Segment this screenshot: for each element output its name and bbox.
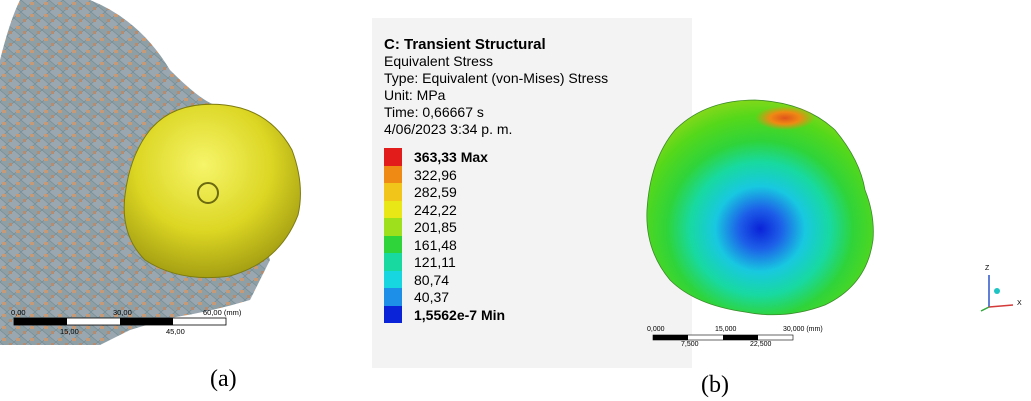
scale-label: 30,00 [113, 308, 132, 317]
analysis-title: C: Transient Structural [384, 36, 546, 53]
axis-x-label: X [1017, 300, 1022, 307]
legend-swatch [384, 235, 402, 253]
bone-implant-render [0, 0, 301, 345]
legend-row: 201,85 [384, 218, 584, 236]
info-line: Equivalent Stress [384, 53, 493, 69]
legend-label: 322,96 [414, 166, 457, 183]
legend-label: 161,48 [414, 236, 457, 253]
results-info-box: C: Transient Structural Equivalent Stres… [372, 18, 692, 368]
axis-triad-icon: Z X [975, 265, 1025, 315]
scale-label: 30,000 (mm) [783, 326, 823, 333]
info-line: Type: Equivalent (von-Mises) Stress [384, 70, 609, 86]
scale-label: 0,00 [11, 308, 26, 317]
legend-row: 1,5562e-7 Min [384, 305, 584, 323]
info-line: Unit: MPa [384, 87, 446, 103]
legend-label: 363,33 Max [414, 149, 488, 165]
legend-swatch [384, 253, 402, 271]
stress-contour-render [646, 99, 874, 341]
implant-stress-shape [646, 99, 874, 316]
legend-label: 121,11 [414, 254, 456, 270]
legend-row: 282,59 [384, 183, 584, 201]
legend-row: 121,11 [384, 253, 584, 271]
legend-label: 201,85 [414, 219, 457, 235]
legend-row: 80,74 [384, 270, 584, 288]
legend-swatch [384, 165, 402, 183]
legend-row: 40,37 [384, 288, 584, 306]
scale-label: 45,00 [166, 327, 185, 336]
scale-label: 22,500 [750, 341, 772, 348]
legend-row: 322,96 [384, 165, 584, 183]
legend-label: 282,59 [414, 184, 457, 200]
legend-row: 242,22 [384, 200, 584, 218]
legend-swatch [384, 288, 402, 306]
legend-swatch [384, 183, 402, 201]
axis-z-label: Z [985, 265, 990, 272]
legend-label: 1,5562e-7 Min [414, 306, 506, 323]
legend-swatch [384, 200, 402, 218]
scale-label: 60,00 (mm) [203, 308, 242, 317]
legend-swatch [384, 148, 402, 166]
legend-swatch [384, 305, 402, 323]
legend-row: 363,33 Max [384, 148, 584, 166]
rotation-marker-icon [197, 182, 219, 204]
legend-row: 161,48 [384, 235, 584, 253]
scale-label: 15,000 [715, 326, 737, 333]
info-line: 4/06/2023 3:34 p. m. [384, 121, 513, 137]
model-view-b: 0,000 15,000 30,000 (mm) 7,500 22,500 [635, 90, 995, 350]
model-view-a: 0,00 30,00 60,00 (mm) 15,00 45,00 [0, 0, 330, 345]
scale-label: 15,00 [60, 327, 79, 336]
scale-label: 0,000 [647, 326, 665, 333]
scale-label: 7,500 [681, 341, 699, 348]
implant-sphere [123, 103, 301, 279]
caption-b: (b) [701, 372, 729, 398]
legend-swatch [384, 270, 402, 288]
legend-label: 242,22 [414, 201, 457, 218]
legend-label: 40,37 [414, 289, 450, 305]
caption-a: (a) [210, 366, 237, 392]
legend-label: 80,74 [414, 271, 450, 288]
legend-swatch [384, 218, 402, 236]
info-line: Time: 0,66667 s [384, 104, 484, 120]
